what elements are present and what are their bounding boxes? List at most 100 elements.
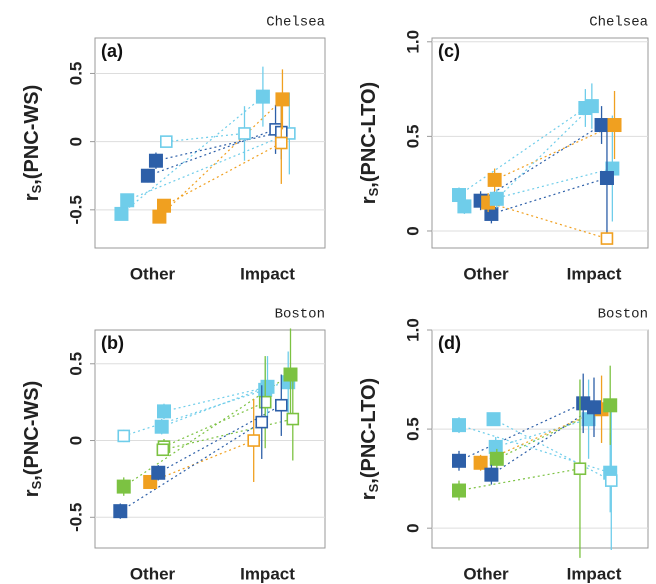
point-filled [452,188,466,203]
y-tick-label: 0 [66,436,85,445]
point-open [160,135,173,148]
y-tick-label: 0.5 [66,352,85,376]
y-axis-label: rS,(PNC-LTO) [358,378,381,500]
site-label: Chelsea [266,15,325,31]
point-filled [603,398,618,413]
point-open [258,395,272,409]
y-label-rest: ,(PNC-WS) [21,85,43,185]
plot-frame [94,37,326,249]
site-label: Boston [598,307,648,323]
point-open [286,412,300,426]
connector [149,439,254,483]
x-tick-label: Other [130,564,176,583]
connector [480,124,602,202]
y-axis-label: rS,(PNC-WS) [21,381,44,497]
x-tick-label: Impact [567,264,622,283]
x-tick-label: Other [463,564,509,583]
y-tick-label: -0.5 [66,195,85,224]
point-filled [484,467,499,482]
point-filled [607,118,622,133]
point-open [573,462,587,476]
point-filled [599,171,614,185]
panel: -0.5 0 0.5 Other Impact rS,(PNC-WS) (a) Chelsea [21,15,326,283]
connector [126,132,290,201]
panel: -0.5 0 0.5 Other Impact rS,(PNC-WS) (b) Boston [21,307,326,583]
y-axis-label: rS,(PNC-LTO) [358,82,381,204]
connector [121,96,264,215]
connector [496,404,611,460]
y-tick-label: 0.5 [403,125,422,149]
point-open [117,429,131,443]
x-tick-label: Other [463,264,509,283]
y-axis-label: rS,(PNC-WS) [21,85,44,201]
y-label-base: r [358,196,380,204]
point-filled [486,412,501,427]
point-filled [148,153,163,168]
y-label-rest: ,(PNC-WS) [21,381,43,481]
plot-frame [431,37,649,249]
site-label: Chelsea [589,15,648,31]
y-label-base: r [358,492,380,500]
point-open [238,127,251,140]
point-filled [489,191,504,206]
connector [480,408,602,464]
y-tick-label: 1.0 [403,318,422,342]
connector [123,374,291,488]
y-tick-label: -0.5 [66,503,85,532]
connector [495,418,589,448]
y-label-base: r [21,193,43,201]
point-filled [120,193,135,208]
point-filled [594,118,609,133]
y-tick-label: 0.5 [403,417,422,441]
connector [493,418,612,482]
panel: 0 0.5 1.0 Other Impact rS,(PNC-LTO) (c) Chelsea [358,15,649,283]
point-open [274,136,288,150]
point-filled [488,439,503,454]
connector [496,105,593,200]
point-filled [260,379,275,394]
point-filled [452,453,466,468]
y-label-sub: S [366,187,381,196]
y-tick-label: 0 [66,137,85,146]
point-filled [116,479,131,494]
point-filled [457,199,472,214]
connector [166,132,245,143]
plot-frame [94,329,326,549]
point-filled [587,400,601,415]
y-label-sub: S [366,483,381,492]
connector [161,386,268,428]
y-tick-label: 0 [403,523,422,532]
x-tick-label: Impact [567,564,622,583]
y-label-rest: ,(PNC-LTO) [358,378,380,484]
point-filled [157,404,171,419]
plot-frame [431,329,649,549]
point-filled [154,419,169,434]
point-filled [487,172,502,187]
point-filled [140,168,155,183]
connector [458,424,611,474]
connector [163,401,266,448]
point-filled [152,209,167,224]
connector [158,98,283,218]
connector [162,418,293,451]
y-label-base: r [21,489,43,497]
connector [487,202,608,240]
point-filled [157,198,171,213]
connector [458,468,581,492]
point-open [604,474,618,487]
panel-label: (a) [101,41,123,61]
point-filled [581,412,596,427]
y-label-rest: ,(PNC-LTO) [358,82,380,188]
panel: 0 0.5 1.0 Other Impact rS,(PNC-LTO) (d) Boston [358,307,649,583]
point-filled [114,206,129,221]
y-label-sub: S [29,480,44,489]
x-tick-label: Other [130,264,176,283]
point-open [247,434,260,447]
point-filled [452,483,466,498]
connector [163,142,282,207]
panel-label: (c) [438,41,460,61]
point-filled [452,418,466,433]
connector [458,107,586,196]
connector [155,131,282,162]
